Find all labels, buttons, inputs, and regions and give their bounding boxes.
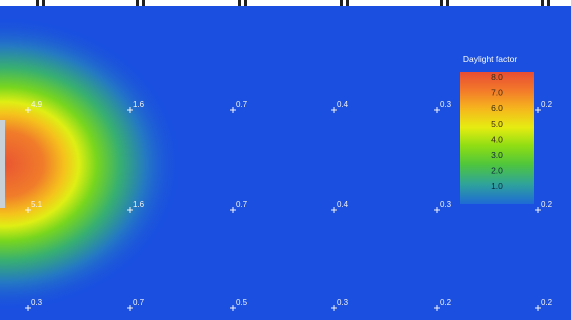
sensor-marker [127, 207, 133, 213]
sensor-value-label: 0.2 [440, 298, 452, 307]
legend-title: Daylight factor [463, 54, 517, 64]
legend: Daylight factor 8.0 7.0 6.0 5.0 4.0 3.0 2.0 1.0 [460, 54, 534, 204]
legend-colorbar [460, 72, 534, 204]
sensor-points: 4.9 1.6 0.7 0.4 0.3 0.2 5.1 1.6 0.7 0.4 0.3 0.2 0.3 0… [25, 100, 553, 311]
legend-tick-label: 8.0 [491, 72, 503, 82]
sensor-marker [127, 107, 133, 113]
sensor-value-label: 0.3 [337, 298, 349, 307]
sensor-marker [535, 207, 541, 213]
sensor-marker [331, 305, 337, 311]
legend-tick-label: 7.0 [491, 88, 503, 98]
sensor-marker [331, 207, 337, 213]
sensor-marker [230, 305, 236, 311]
sensor-value-label: 0.3 [440, 100, 452, 109]
sensor-value-label: 0.4 [337, 200, 349, 209]
sensor-marker [535, 305, 541, 311]
sensor-value-label: 1.6 [133, 200, 145, 209]
sensor-value-label: 0.2 [541, 100, 553, 109]
sensor-marker [127, 305, 133, 311]
sensor-value-label: 1.6 [133, 100, 145, 109]
legend-tick-label: 1.0 [491, 181, 503, 191]
top-ticks [36, 0, 550, 6]
sensor-marker [230, 107, 236, 113]
sensor-value-label: 0.7 [133, 298, 145, 307]
sensor-value-label: 0.3 [31, 298, 43, 307]
legend-tick-label: 6.0 [491, 103, 503, 113]
sensor-marker [434, 107, 440, 113]
legend-tick-label: 2.0 [491, 166, 503, 176]
sensor-marker [331, 107, 337, 113]
sensor-marker [535, 107, 541, 113]
window-edge [0, 120, 5, 208]
sensor-marker [25, 207, 31, 213]
sensor-marker [434, 305, 440, 311]
sensor-value-label: 0.5 [236, 298, 248, 307]
legend-tick-label: 5.0 [491, 119, 503, 129]
sensor-value-label: 0.4 [337, 100, 349, 109]
sensor-value-label: 5.1 [31, 200, 43, 209]
sensor-marker [434, 207, 440, 213]
sensor-value-label: 0.3 [440, 200, 452, 209]
legend-tick-label: 3.0 [491, 150, 503, 160]
sensor-value-label: 0.7 [236, 200, 248, 209]
sensor-value-label: 0.7 [236, 100, 248, 109]
legend-tick-label: 4.0 [491, 134, 503, 144]
sensor-value-label: 0.2 [541, 200, 553, 209]
sensor-marker [25, 305, 31, 311]
legend-ticks: 8.0 7.0 6.0 5.0 4.0 3.0 2.0 1.0 [491, 72, 503, 191]
sensor-value-label: 4.9 [31, 100, 43, 109]
sensor-marker [25, 107, 31, 113]
sensor-marker [230, 207, 236, 213]
sensor-value-label: 0.2 [541, 298, 553, 307]
